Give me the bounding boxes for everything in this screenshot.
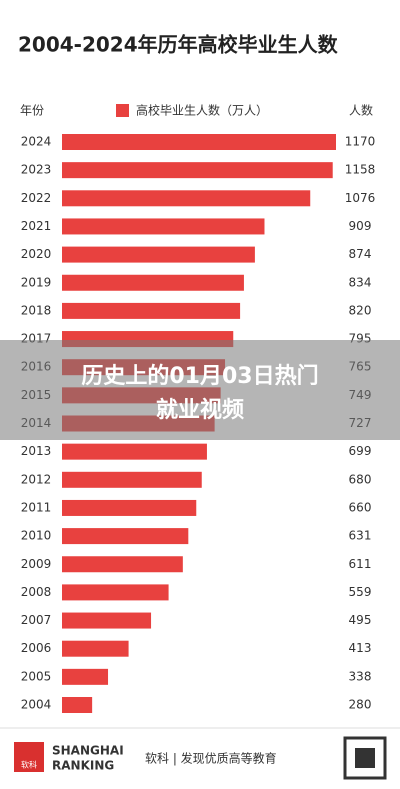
- value-label: 1076: [345, 191, 376, 205]
- bar: [62, 443, 207, 460]
- qr-code: [355, 748, 375, 768]
- y-tick-label: 2007: [21, 613, 52, 627]
- bar: [62, 697, 93, 713]
- value-label: 495: [349, 613, 372, 627]
- bar: [62, 499, 197, 516]
- y-tick-label: 2010: [21, 529, 52, 543]
- y-tick-label: 2021: [21, 219, 52, 233]
- brand: RANKING: [52, 759, 114, 773]
- value-label: 280: [349, 698, 372, 712]
- y-tick-label: 2005: [21, 669, 52, 683]
- bar: [62, 246, 255, 263]
- bar: [62, 162, 333, 179]
- logo-text: 软科: [21, 760, 37, 770]
- brand: SHANGHAI: [52, 744, 124, 758]
- value-label: 909: [349, 219, 372, 233]
- overlay-band: [0, 340, 400, 440]
- logo-box: [14, 742, 44, 772]
- value-label: 680: [349, 472, 372, 486]
- qr-code: [343, 736, 387, 780]
- value-label: 611: [349, 557, 372, 571]
- legend-label: 高校毕业生人数（万人）: [136, 103, 268, 118]
- y-tick-label: 2009: [21, 557, 52, 571]
- bar: [62, 612, 152, 629]
- bar: [62, 274, 244, 291]
- value-label: 631: [349, 529, 372, 543]
- bar: [62, 528, 189, 545]
- overlay-text: 历史上的01月03日热门: [81, 363, 318, 389]
- value-label: 338: [349, 669, 372, 683]
- category-header: 年份: [20, 104, 44, 118]
- y-tick-label: 2024: [21, 135, 52, 149]
- bar: [62, 190, 311, 207]
- bar: [62, 302, 241, 319]
- bar: [62, 584, 169, 601]
- y-tick-label: 2012: [21, 472, 52, 486]
- slogan: 软科 | 发现优质高等教育: [145, 751, 277, 766]
- value-label: 413: [349, 641, 372, 655]
- y-tick-label: 2011: [21, 500, 52, 514]
- value-label: 874: [349, 247, 372, 261]
- y-tick-label: 2019: [21, 275, 52, 289]
- bar: [62, 668, 109, 685]
- value-label: 699: [349, 444, 372, 458]
- y-tick-label: 2018: [21, 303, 52, 317]
- overlay-text: 就业视频: [156, 397, 244, 423]
- value-label: 559: [349, 585, 372, 599]
- bar: [62, 471, 202, 488]
- y-tick-label: 2022: [21, 191, 52, 205]
- value-label: 834: [349, 275, 372, 289]
- value-label: 660: [349, 500, 372, 514]
- bar: [62, 134, 336, 150]
- value-label: 820: [349, 303, 372, 317]
- y-tick-label: 2013: [21, 444, 52, 458]
- y-tick-label: 2008: [21, 585, 52, 599]
- y-tick-label: 2006: [21, 641, 52, 655]
- value-header: 人数: [349, 103, 373, 118]
- chart-title: 2004-2024年历年高校毕业生人数: [18, 33, 339, 57]
- value-label: 1170: [345, 135, 376, 149]
- y-tick-label: 2023: [21, 163, 52, 177]
- bar: [62, 556, 183, 573]
- value-label: 1158: [345, 163, 376, 177]
- bar: [62, 640, 129, 657]
- y-tick-label: 2004: [21, 698, 52, 712]
- bar: [62, 218, 265, 235]
- y-tick-label: 2020: [21, 247, 52, 261]
- legend-swatch: [116, 104, 129, 117]
